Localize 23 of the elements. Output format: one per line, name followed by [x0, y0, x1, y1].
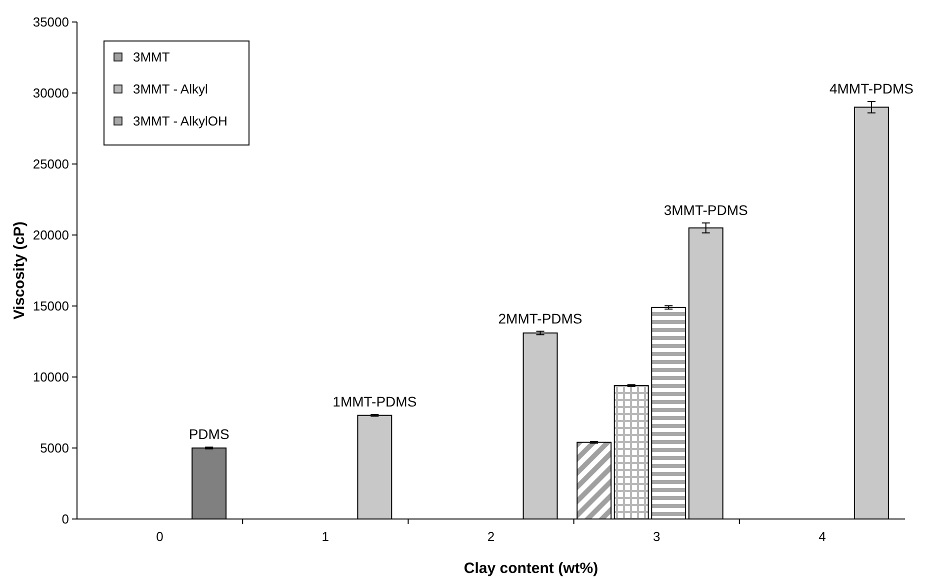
annotation: 4MMT-PDMS: [829, 80, 914, 97]
y-tick-label: 5000: [40, 440, 69, 456]
y-tick-label: 10000: [32, 370, 69, 385]
y-tick-label: 30000: [32, 86, 69, 101]
legend-label: 3MMT: [133, 50, 170, 65]
y-tick-label: 35000: [32, 14, 69, 30]
y-tick-label: 0: [62, 512, 69, 527]
x-axis-title: Clay content (wt%): [464, 560, 598, 577]
annotation: 1MMT-PDMS: [332, 393, 417, 410]
x-tick-label: 0: [156, 529, 164, 544]
legend-label: 3MMT - Alkyl: [133, 82, 208, 97]
y-tick-label: 15000: [32, 298, 69, 314]
y-axis-title: Viscosity (cP): [11, 221, 28, 320]
annotation: PDMS: [188, 426, 230, 442]
annotation: 3MMT-PDMS: [664, 202, 748, 218]
annotation: 2MMT-PDMS: [498, 310, 582, 326]
x-tick-label: 3: [652, 529, 660, 544]
legend-label: 3MMT - AlkylOH: [133, 114, 228, 129]
x-tick-label: 2: [487, 529, 495, 544]
y-tick-label: 20000: [32, 228, 69, 243]
x-tick-label: 1: [322, 529, 330, 544]
x-tick-label: 4: [818, 529, 826, 544]
y-tick-label: 25000: [32, 156, 69, 172]
